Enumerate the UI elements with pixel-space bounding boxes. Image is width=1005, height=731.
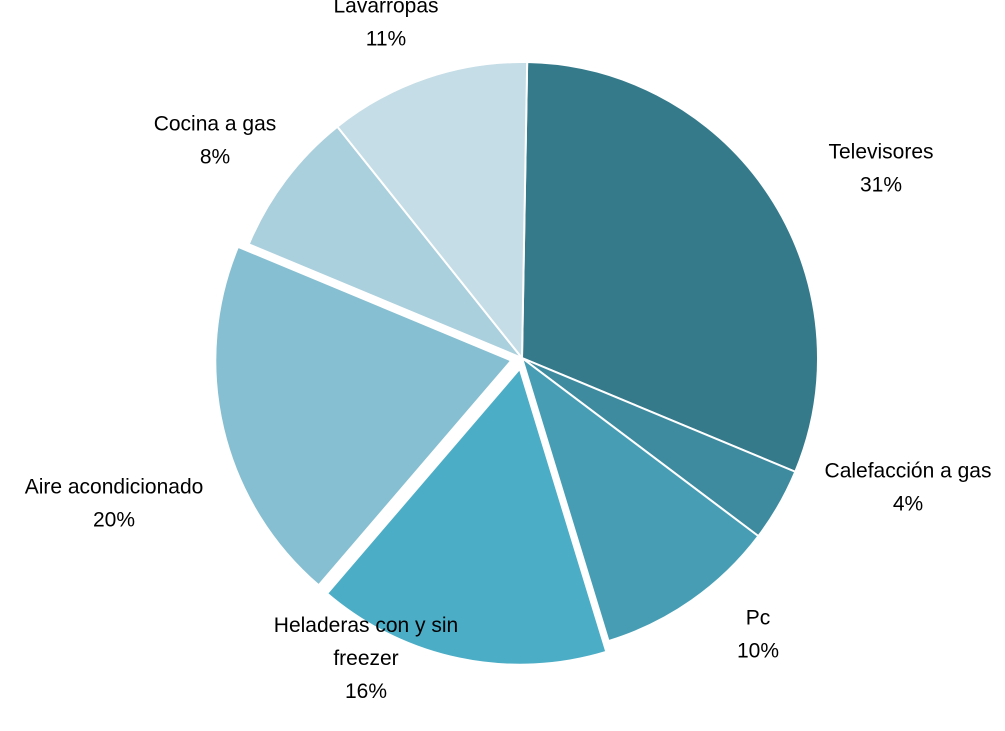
slice-percent-calefaccion-a-gas: 4% [893,493,923,516]
slice-percent-lavarropas: 11% [366,28,406,51]
slice-label-lavarropas: Lavarropas 11% [333,0,438,51]
pie-slice-lavarropas [336,61,529,359]
slice-percent-aire-acondicionado: 20% [93,509,135,532]
slice-name-calefaccion-a-gas: Calefacción a gas [825,460,992,483]
slice-label-calefaccion-a-gas: Calefacción a gas 4% [825,460,992,516]
slice-label-pc: Pc 10% [737,607,779,663]
slice-name-aire-acondicionado: Aire acondicionado [25,476,204,499]
slice-name-pc: Pc [746,607,771,630]
pie-slice-pc [521,357,760,643]
slice-name-heladeras-con-y-sin-freezer: Heladeras con y sin [274,614,458,637]
slice-name-heladeras-con-y-sin-freezer: freezer [333,647,398,670]
slice-name-lavarropas: Lavarropas [333,0,438,18]
slice-percent-cocina-a-gas: 8% [200,146,230,169]
slice-percent-heladeras-con-y-sin-freezer: 16% [345,680,387,703]
pie-slice-heladeras-con-y-sin-freezer [326,367,608,666]
labels-layer: Televisores 31% Calefacción a gas 4% Pc 10% He… [25,0,992,703]
pie-slice-cocina-a-gas [247,125,523,359]
pie-slice-aire-acondicionado [214,245,513,587]
slice-label-heladeras-con-y-sin-freezer: Heladeras con y sin freezer 16% [274,614,458,703]
slice-name-televisores: Televisores [828,141,933,164]
slice-label-cocina-a-gas: Cocina a gas 8% [154,113,277,169]
slice-label-aire-acondicionado: Aire acondicionado 20% [25,476,204,532]
slice-name-cocina-a-gas: Cocina a gas [154,113,277,136]
slices-layer [214,61,819,666]
slice-label-televisores: Televisores 31% [828,141,933,197]
slice-percent-pc: 10% [737,640,779,663]
pie-slice-televisores [521,61,819,473]
slice-percent-televisores: 31% [860,174,902,197]
